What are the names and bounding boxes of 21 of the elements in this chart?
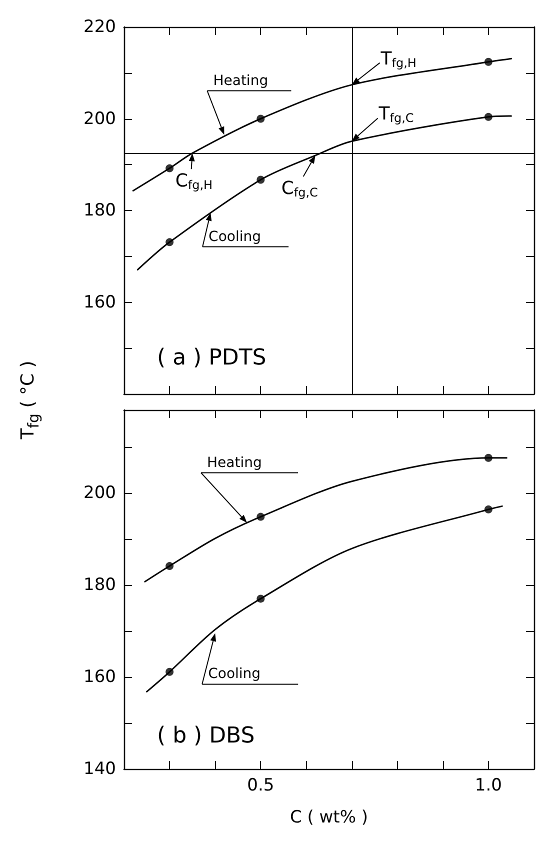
annotation: Cooling [208,228,262,245]
text: ( a ) PDTS [157,346,266,370]
y-tick-label: 160 [84,666,116,687]
y-tick-label: 200 [84,108,116,129]
annotation: Tfg,H [380,48,416,70]
y-tick-label: 180 [84,574,116,595]
x-tick-label: 0.5 [247,776,274,796]
annotation: Cooling [208,666,261,682]
annotation: Heating [213,72,268,89]
annotation: Tfg,C [378,104,414,126]
x-axis-title: C ( wt% ) [290,808,368,828]
y-tick-label: 140 [84,759,116,779]
y-tick-label: 160 [84,292,116,312]
y-tick-label: 180 [84,200,116,220]
y-tick-label: 220 [84,17,116,37]
annotation: Cfg,H [175,170,213,192]
annotation: Heating [207,454,262,471]
annotation: Cfg,C [281,178,318,200]
x-tick-label: 1.0 [474,776,502,796]
y-tick-label: 200 [84,482,116,503]
text: ( b ) DBS [157,724,255,748]
